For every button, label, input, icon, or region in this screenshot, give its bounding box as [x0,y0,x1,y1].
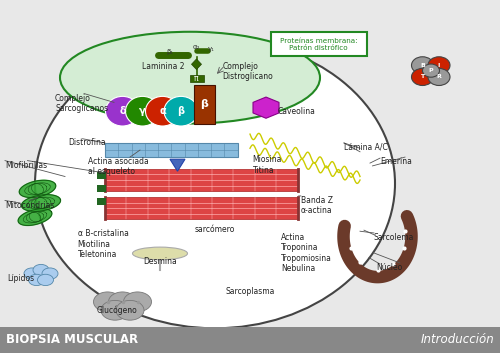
Text: Glucógeno: Glucógeno [96,305,137,315]
Text: Laminina 2: Laminina 2 [142,62,185,71]
Ellipse shape [164,96,198,126]
Ellipse shape [24,268,40,279]
Bar [105,197,298,219]
Text: α₂: α₂ [193,44,200,49]
Ellipse shape [33,264,49,276]
Text: Sarcolema: Sarcolema [374,233,414,242]
Ellipse shape [108,292,136,312]
Ellipse shape [428,68,450,85]
Text: Banda Z
α-actina: Banda Z α-actina [301,196,333,215]
Ellipse shape [28,274,44,286]
Text: Miosina
Titina: Miosina Titina [252,155,282,175]
Text: Distrofina: Distrofina [68,138,106,146]
Text: Mitocondrias: Mitocondrias [5,201,54,209]
Ellipse shape [412,68,434,85]
Text: Caveolina: Caveolina [278,107,316,116]
Polygon shape [192,59,202,70]
FancyBboxPatch shape [0,327,500,353]
Bar [190,75,203,82]
Ellipse shape [124,292,152,312]
Text: Lámina A/C: Lámina A/C [344,143,388,152]
Text: Emerina: Emerina [380,157,412,166]
Ellipse shape [422,64,440,77]
Text: Complejo
Distroglicano: Complejo Distroglicano [222,62,273,81]
Ellipse shape [35,39,395,328]
Bar [194,85,214,124]
Text: Miofibrillas: Miofibrillas [5,161,47,169]
Text: B: B [420,63,425,68]
Ellipse shape [126,96,160,126]
Ellipse shape [38,274,54,286]
Text: Introducción: Introducción [420,333,494,346]
Text: T: T [420,74,424,79]
Text: β: β [178,106,184,116]
Ellipse shape [106,96,140,126]
Text: π: π [194,74,199,83]
Text: β₁: β₁ [166,49,173,55]
Bar [96,172,106,179]
Bar [96,185,106,192]
Bar [105,143,238,157]
Ellipse shape [146,96,180,126]
Text: α: α [159,106,166,116]
Text: γ: γ [139,106,146,116]
Text: I: I [438,63,440,68]
Text: δ: δ [119,106,126,116]
Polygon shape [18,209,52,226]
Ellipse shape [60,32,320,124]
Ellipse shape [116,300,144,320]
Text: Complejo
Sarcoglicanos: Complejo Sarcoglicanos [55,94,108,113]
Text: P: P [428,68,434,73]
Text: Lípidos: Lípidos [8,274,34,282]
Ellipse shape [132,247,188,260]
Polygon shape [20,180,56,197]
Bar [96,198,106,205]
Text: γ₁: γ₁ [208,46,214,52]
Text: BIOPSIA MUSCULAR: BIOPSIA MUSCULAR [6,333,138,346]
Polygon shape [22,195,60,211]
Text: Desmina: Desmina [144,257,177,266]
Text: β: β [200,99,208,109]
Text: Sarcoplasma: Sarcoplasma [225,287,274,295]
Text: sarcómero: sarcómero [195,225,235,234]
FancyBboxPatch shape [271,32,366,56]
Text: Actina
Troponina
Tropomiosina
Nebulina: Actina Troponina Tropomiosina Nebulina [281,233,332,273]
Ellipse shape [94,292,122,312]
Ellipse shape [42,268,58,279]
Polygon shape [170,159,185,171]
Text: Actina asociada
al esqueleto: Actina asociada al esqueleto [88,157,148,176]
Ellipse shape [428,57,450,74]
Ellipse shape [101,300,129,320]
Text: R: R [436,74,442,79]
Text: Proteínas membrana:
Patrón distrófico: Proteínas membrana: Patrón distrófico [280,38,357,50]
Ellipse shape [412,57,434,74]
Text: Núcleo: Núcleo [376,263,402,272]
Bar [105,169,298,191]
Text: α B-cristalina
Miotilina
Teletonina: α B-cristalina Miotilina Teletonina [78,229,128,259]
